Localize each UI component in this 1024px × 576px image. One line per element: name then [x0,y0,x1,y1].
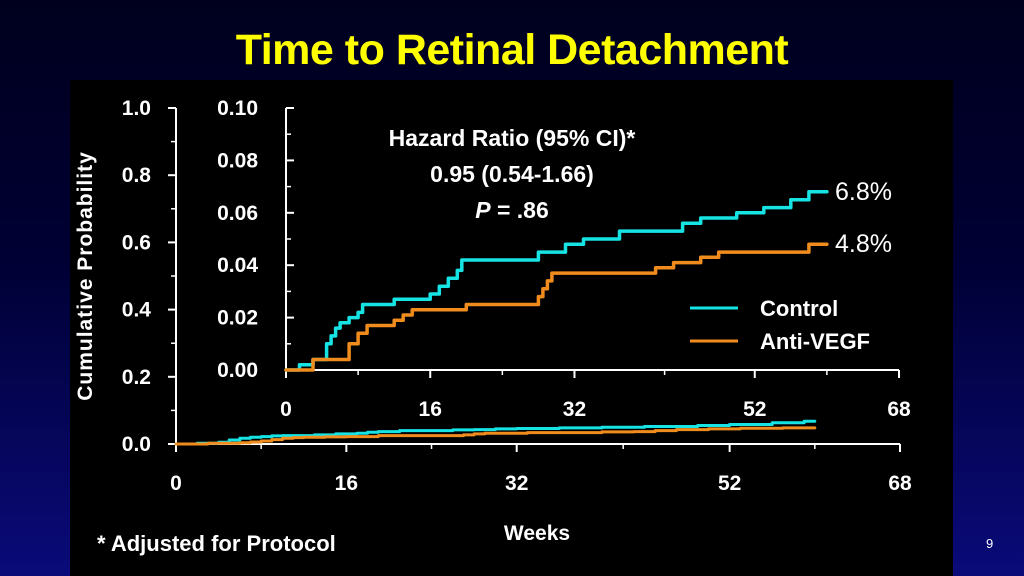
p-symbol: P [475,197,491,223]
main-x-axis-label: Weeks [504,522,570,545]
slide-title: Time to Retinal Detachment [235,26,789,74]
inset-series-line-anti-vegf [284,242,829,372]
chart-panel: 0.0 0.2 0.4 0.6 0.8 1.0 0 16 32 52 68 Weeks Cumulati… [70,80,953,576]
hazard-ratio-value: 0.95 (0.54-1.66) [430,161,594,187]
main-y-tick-label: 0.2 [122,366,151,389]
inset-x-tick-label: 16 [419,398,442,421]
inset-series-line-control [284,190,829,372]
inset-y-tick-label: 0.06 [217,202,258,225]
main-y-axis-label: Cumulative Probability [74,151,97,401]
main-y-tick-label: 0.0 [122,433,151,456]
main-x-tick-label: 0 [170,472,182,495]
main-series-line-control [174,419,817,446]
hazard-ratio-label: Hazard Ratio (95% CI)* [389,125,636,151]
main-x-tick-label: 68 [888,472,912,495]
end-label-anti-vegf: 4.8% [835,230,892,258]
main-y-tick-label: 0.6 [122,231,151,254]
inset-y-tick-label: 0.02 [217,307,258,330]
footnote: * Adjusted for Protocol [97,531,336,556]
p-value-text: P = .86 [475,197,549,223]
slide-number: 9 [986,536,994,551]
chart-canvas: 0.0 0.2 0.4 0.6 0.8 1.0 0 16 32 52 68 Weeks Cumulati… [74,97,912,545]
inset-y-tick-label: 0.04 [217,254,258,277]
legend-label-control: Control [760,296,838,321]
inset-x-tick-label: 68 [887,398,911,421]
main-x-tick-label: 32 [505,472,528,495]
inset-y-tick-label: 0.00 [217,359,258,382]
p-value: = .86 [491,197,549,223]
inset-x-tick-label: 32 [563,398,586,421]
inset-y-tick-label: 0.08 [217,149,258,172]
inset-y-tick-label: 0.10 [217,97,258,120]
main-y-tick-label: 0.8 [122,164,152,187]
legend-label-anti-vegf: Anti-VEGF [760,329,870,354]
inset-x-tick-label: 52 [743,398,766,421]
end-label-control: 6.8% [835,178,892,206]
main-x-tick-label: 52 [718,472,741,495]
main-series-line-anti-vegf [174,426,817,446]
main-y-tick-label: 1.0 [122,97,151,120]
main-y-tick-label: 0.4 [122,299,152,322]
inset-x-tick-label: 0 [280,398,292,421]
main-x-tick-label: 16 [335,472,358,495]
